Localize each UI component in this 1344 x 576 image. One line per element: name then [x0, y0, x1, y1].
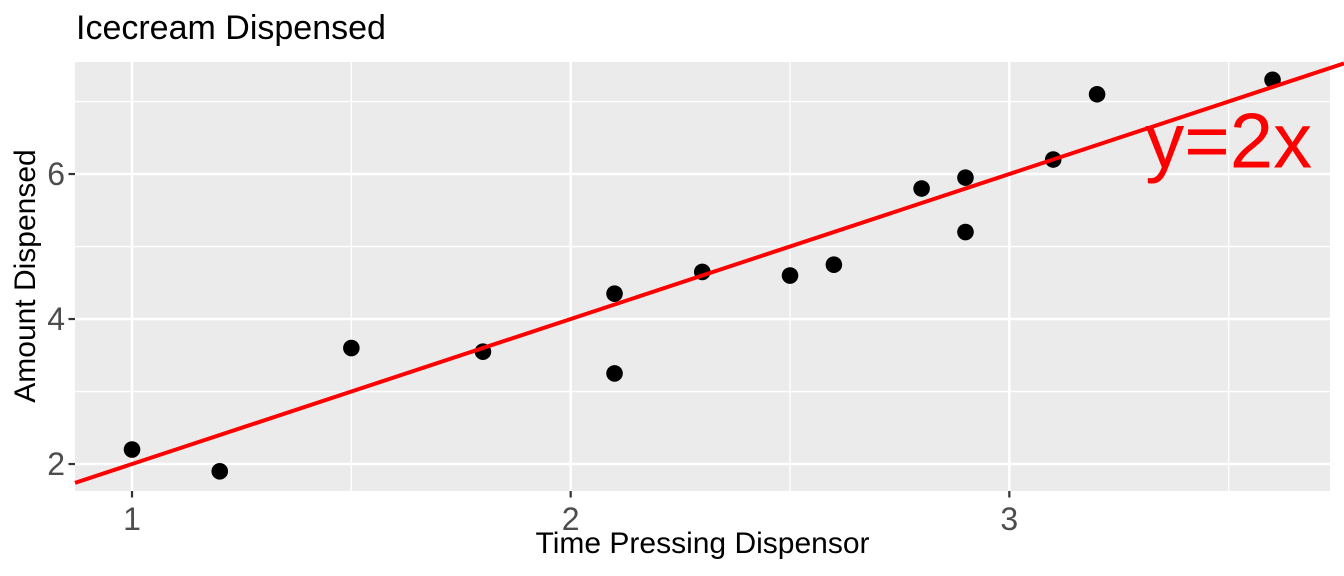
- line-equation-annotation: y=2x: [1145, 96, 1313, 185]
- scatter-point: [343, 339, 360, 357]
- scatter-point: [781, 267, 799, 284]
- y-tick-label: 6: [47, 156, 65, 193]
- scatter-point: [606, 285, 623, 302]
- scatter-point: [1088, 85, 1106, 103]
- scatter-point: [825, 256, 843, 273]
- y-tick-label: 4: [47, 301, 65, 338]
- y-tick-label: 2: [47, 446, 65, 483]
- scatter-point: [123, 441, 141, 458]
- scatter-point: [211, 462, 229, 480]
- scatter-point: [913, 180, 930, 197]
- chart-title: Icecream Dispensed: [76, 9, 386, 47]
- scatter-point: [606, 365, 623, 382]
- scatter-point: [957, 223, 974, 241]
- x-tick-label: 1: [123, 501, 141, 537]
- scatter-point: [957, 169, 974, 186]
- x-tick-label: 3: [1000, 501, 1019, 537]
- x-tick-label: 2: [561, 501, 580, 537]
- reference-line-y-equals-2x: [74, 61, 1344, 485]
- x-axis-title: Time Pressing Dispensor: [535, 527, 870, 560]
